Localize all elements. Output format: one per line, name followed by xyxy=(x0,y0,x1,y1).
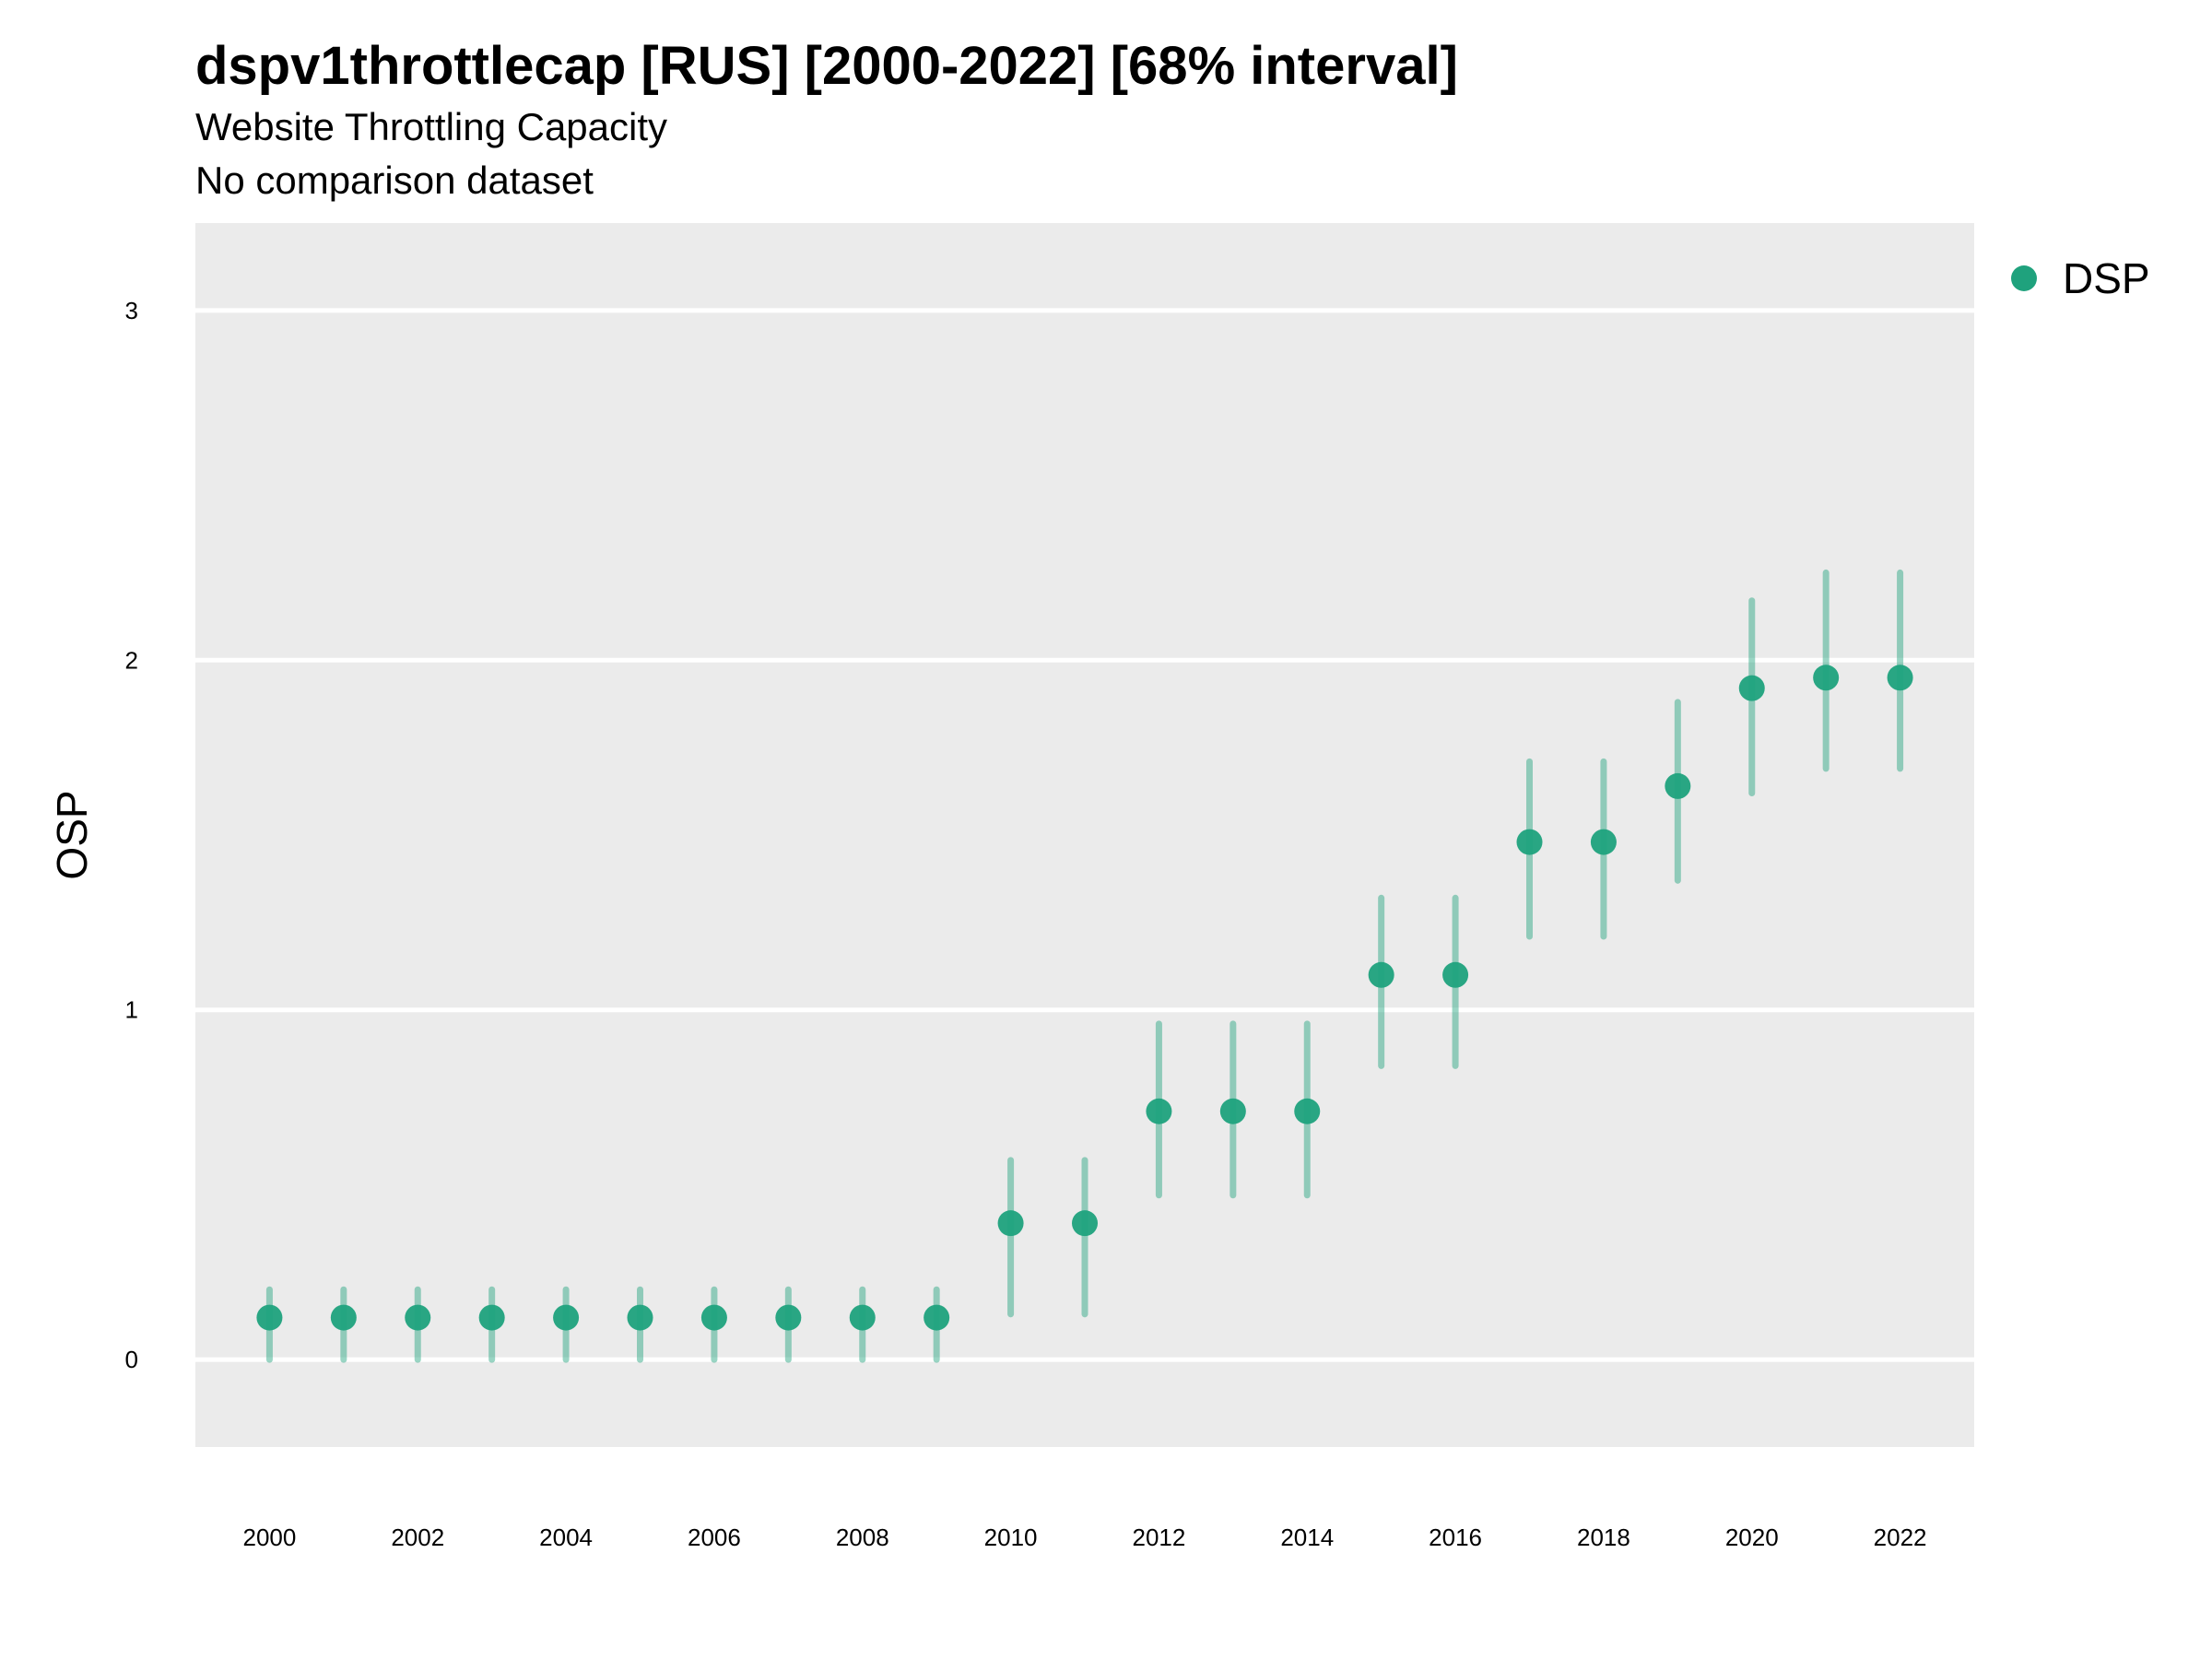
x-tick-label: 2014 xyxy=(1280,1524,1334,1551)
data-point xyxy=(1146,1098,1172,1124)
x-tick-label: 2010 xyxy=(984,1524,1038,1551)
data-series xyxy=(256,569,1913,1363)
chart-subtitle-secondary: No comparison dataset xyxy=(195,159,594,202)
data-point xyxy=(1665,772,1691,799)
x-tick-label: 2012 xyxy=(1132,1524,1185,1551)
data-point xyxy=(1887,665,1913,691)
data-point xyxy=(405,1304,431,1331)
chart-title: dspv1throttlecap [RUS] [2000-2022] [68% … xyxy=(195,36,1458,96)
plot-panel xyxy=(195,223,1974,1447)
data-point xyxy=(1219,1098,1246,1124)
data-point xyxy=(330,1304,357,1331)
y-axis-title: OSP xyxy=(48,790,96,879)
x-tick-label: 2022 xyxy=(1874,1524,1927,1551)
data-point xyxy=(997,1210,1024,1237)
data-point xyxy=(775,1304,802,1331)
chart-subtitle: Website Throttling Capacity xyxy=(195,105,668,148)
data-point xyxy=(1516,829,1543,855)
data-point xyxy=(627,1304,653,1331)
x-tick-label: 2016 xyxy=(1429,1524,1482,1551)
y-tick-label: 3 xyxy=(125,297,138,324)
data-point xyxy=(700,1304,727,1331)
x-tick-label: 2004 xyxy=(539,1524,593,1551)
x-tick-label: 2006 xyxy=(688,1524,741,1551)
x-tick-label: 2000 xyxy=(242,1524,296,1551)
legend-marker-dsp xyxy=(2011,265,2037,291)
data-point xyxy=(1813,665,1840,691)
y-axis-ticks: 0 1 2 3 xyxy=(125,297,138,1373)
data-point xyxy=(1738,675,1765,701)
data-point xyxy=(553,1304,580,1331)
data-point xyxy=(478,1304,505,1331)
data-point xyxy=(849,1304,876,1331)
y-tick-label: 2 xyxy=(125,646,138,674)
x-axis-ticks: 2000 2002 2004 2006 2008 2010 2012 2014 2016 2018… xyxy=(242,1524,1926,1551)
x-tick-label: 2002 xyxy=(391,1524,444,1551)
data-point xyxy=(256,1304,283,1331)
legend: DSP xyxy=(2011,254,2150,302)
x-tick-label: 2020 xyxy=(1725,1524,1779,1551)
data-point xyxy=(1368,961,1394,988)
data-point xyxy=(1442,961,1469,988)
y-tick-label: 1 xyxy=(125,996,138,1024)
legend-label-dsp: DSP xyxy=(2063,254,2150,302)
data-point xyxy=(1590,829,1617,855)
x-tick-label: 2008 xyxy=(836,1524,889,1551)
x-tick-label: 2018 xyxy=(1577,1524,1630,1551)
grid-lines xyxy=(195,308,1974,1362)
data-point xyxy=(924,1304,950,1331)
y-tick-label: 0 xyxy=(125,1346,138,1373)
data-point xyxy=(1072,1210,1098,1237)
data-point xyxy=(1294,1098,1321,1124)
